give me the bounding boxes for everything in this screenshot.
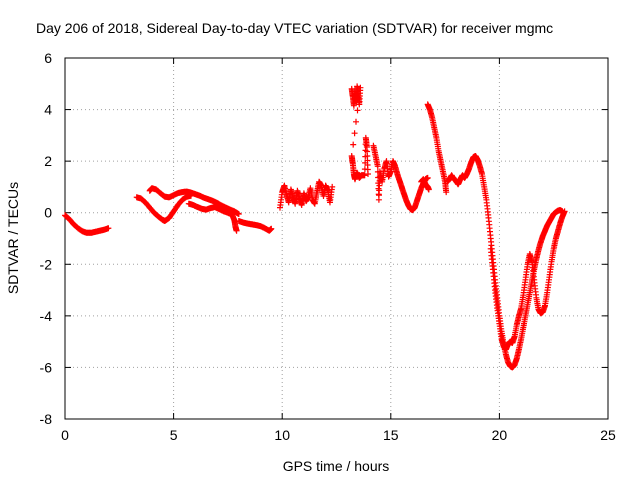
- data-point: [350, 141, 357, 148]
- data-point: [374, 163, 381, 170]
- data-point: [351, 130, 358, 137]
- x-tick-label: 20: [492, 427, 508, 443]
- y-tick-label: 0: [44, 205, 52, 221]
- data-point: [561, 208, 568, 215]
- y-tick-label: -2: [40, 256, 53, 272]
- data-point: [353, 118, 359, 125]
- data-point: [365, 171, 371, 177]
- data-points: [62, 83, 568, 371]
- data-point: [233, 227, 240, 234]
- y-axis-label: SDTVAR / TECUs: [5, 182, 21, 294]
- y-tick-label: -4: [40, 308, 53, 324]
- y-tick-label: -6: [40, 359, 53, 375]
- plot-frame: [64, 57, 609, 420]
- data-point: [235, 211, 242, 217]
- data-point: [268, 225, 275, 232]
- x-axis-label: GPS time / hours: [283, 458, 390, 474]
- data-point: [357, 84, 364, 91]
- x-tick-label: 5: [170, 427, 178, 443]
- y-tick-label: 4: [44, 102, 52, 118]
- data-point: [425, 186, 432, 193]
- data-point: [361, 172, 368, 179]
- x-tick-label: 25: [600, 427, 616, 443]
- x-tick-label: 0: [61, 427, 69, 443]
- data-point: [354, 107, 361, 114]
- chart-title: Day 206 of 2018, Sidereal Day-to-day VTE…: [36, 20, 553, 36]
- y-tick-label: 6: [44, 50, 52, 66]
- data-point: [105, 225, 112, 232]
- data-point: [355, 96, 362, 102]
- data-point: [329, 183, 336, 190]
- axis-ticks: 0 5 10 15 20 25 -8 -6 -4 -2 0 2 4 6: [40, 50, 616, 443]
- y-tick-label: 2: [44, 153, 52, 169]
- data-point: [443, 189, 450, 196]
- x-tick-label: 10: [274, 427, 290, 443]
- grid-lines: [65, 58, 608, 419]
- data-point: [424, 174, 431, 181]
- x-tick-label: 15: [383, 427, 399, 443]
- y-tick-label: -8: [40, 411, 53, 427]
